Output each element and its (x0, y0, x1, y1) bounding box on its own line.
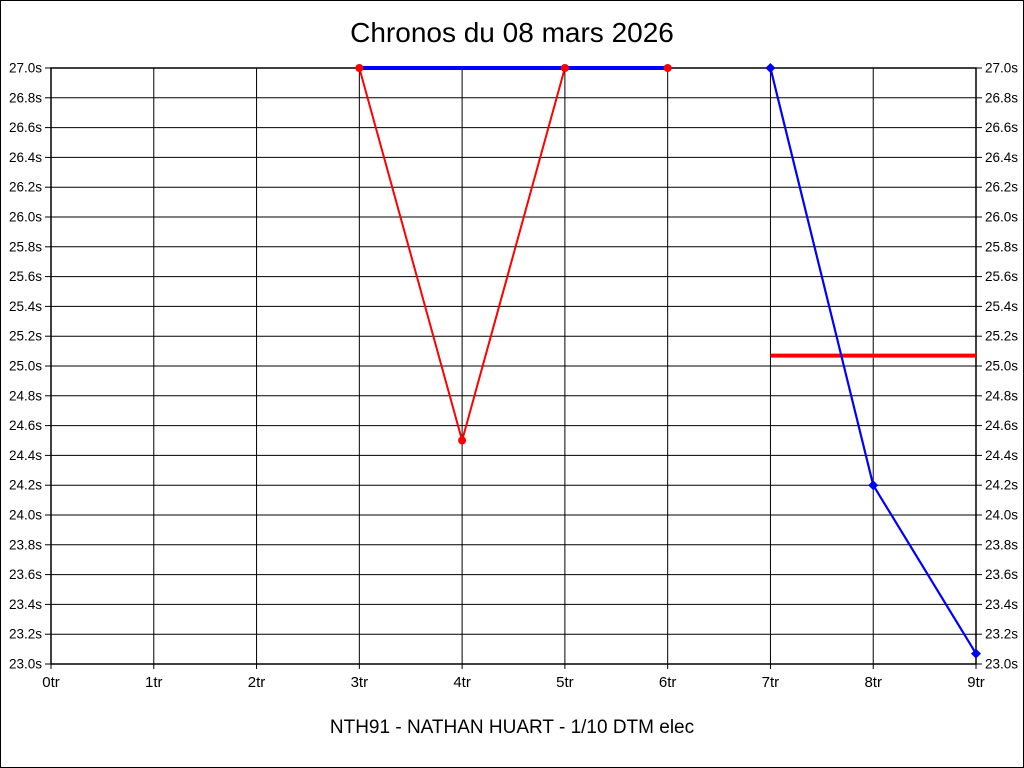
y-tick-label-right: 23.4s (985, 597, 1018, 612)
data-point-marker (355, 64, 364, 72)
y-tick-label-right: 24.8s (985, 388, 1018, 403)
y-tick-label-left: 25.4s (9, 299, 42, 314)
x-tick-label: 1tr (145, 674, 163, 691)
y-tick-label-left: 23.2s (9, 627, 42, 642)
y-tick-label-right: 25.6s (985, 269, 1018, 284)
y-tick-label-left: 23.4s (9, 597, 42, 612)
x-tick-label: 7tr (762, 674, 780, 691)
chart-title: Chronos du 08 mars 2026 (350, 17, 674, 48)
y-tick-label-left: 24.0s (9, 508, 42, 523)
y-tick-label-right: 23.0s (985, 657, 1018, 672)
y-tick-label-right: 23.8s (985, 537, 1018, 552)
y-tick-label-right: 26.6s (985, 120, 1018, 135)
y-tick-label-left: 27.0s (9, 61, 42, 76)
y-tick-label-right: 24.4s (985, 448, 1018, 463)
x-tick-label: 5tr (556, 674, 574, 691)
series-red-lap-times (358, 67, 668, 445)
y-tick-label-left: 26.6s (9, 120, 42, 135)
y-tick-label-left: 24.6s (9, 418, 42, 433)
y-tick-label-left: 25.8s (9, 239, 42, 254)
y-tick-label-right: 26.8s (985, 90, 1018, 105)
chart-caption: NTH91 - NATHAN HUART - 1/10 DTM elec (329, 717, 695, 738)
data-point-marker (868, 480, 879, 491)
y-tick-label-right: 27.0s (985, 61, 1018, 76)
y-tick-label-left: 25.0s (9, 359, 42, 374)
x-tick-label: 3tr (351, 674, 369, 691)
y-tick-label-left: 24.2s (9, 478, 42, 493)
y-tick-label-left: 26.2s (9, 180, 42, 195)
y-tick-label-right: 26.2s (985, 180, 1018, 195)
y-tick-label-left: 25.6s (9, 269, 42, 284)
y-tick-label-right: 24.2s (985, 478, 1018, 493)
y-tick-label-right: 25.8s (985, 239, 1018, 254)
y-tick-label-left: 24.4s (9, 448, 42, 463)
y-tick-label-right: 26.0s (985, 210, 1018, 225)
y-tick-label-right: 25.2s (985, 329, 1018, 344)
x-tick-label: 6tr (659, 674, 677, 691)
y-tick-label-left: 26.8s (9, 90, 42, 105)
y-tick-label-left: 23.8s (9, 537, 42, 552)
y-tick-label-right: 25.0s (985, 359, 1018, 374)
y-tick-label-left: 26.4s (9, 150, 42, 165)
data-point-marker (765, 63, 776, 73)
y-tick-label-right: 23.6s (985, 567, 1018, 582)
data-point-marker (458, 436, 467, 445)
y-tick-label-left: 26.0s (9, 210, 42, 225)
y-tick-label-right: 24.0s (985, 508, 1018, 523)
data-point-marker (663, 64, 672, 72)
y-tick-label-right: 24.6s (985, 418, 1018, 433)
data-point-marker (560, 64, 569, 72)
y-tick-label-left: 23.6s (9, 567, 42, 582)
x-tick-label: 4tr (453, 674, 471, 691)
x-tick-label: 9tr (967, 674, 985, 691)
y-tick-label-left: 25.2s (9, 329, 42, 344)
y-tick-label-right: 26.4s (985, 150, 1018, 165)
y-tick-label-right: 23.2s (985, 627, 1018, 642)
data-point-marker (971, 648, 981, 659)
x-tick-label: 8tr (864, 674, 882, 691)
y-tick-label-right: 25.4s (985, 299, 1018, 314)
y-tick-label-left: 24.8s (9, 388, 42, 403)
y-tick-label-left: 23.0s (9, 657, 42, 672)
x-tick-label: 2tr (248, 674, 266, 691)
x-tick-label: 0tr (42, 674, 60, 691)
